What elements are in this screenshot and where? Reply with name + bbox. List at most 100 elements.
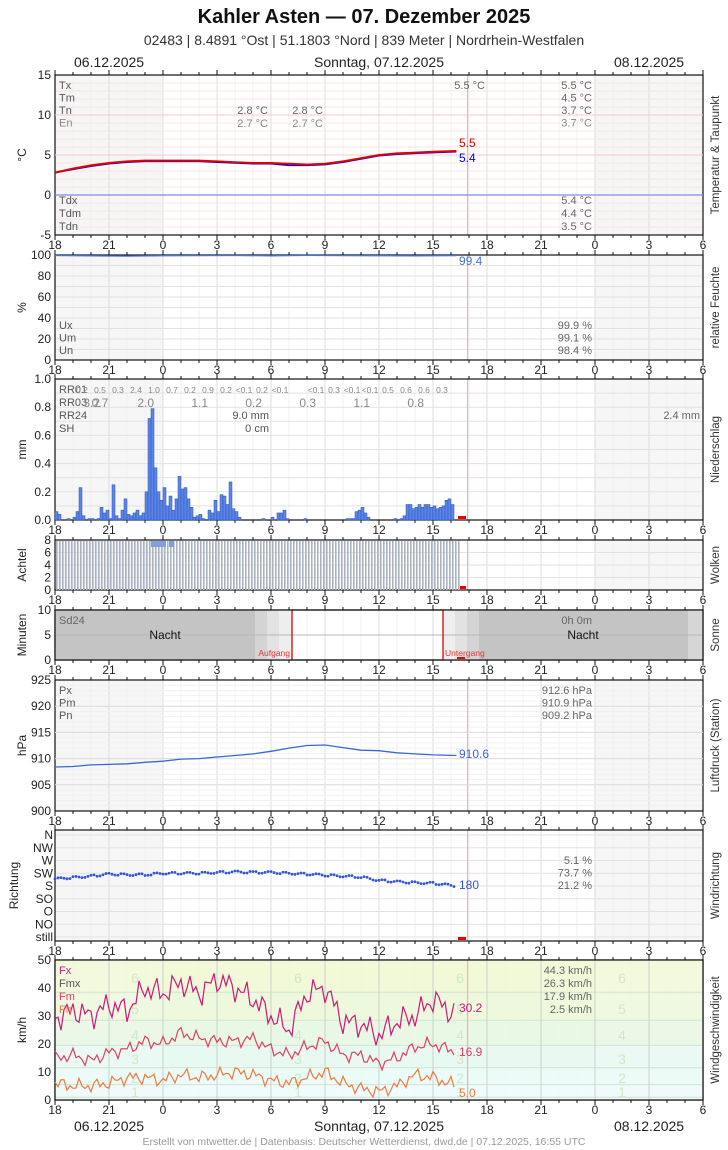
svg-text:98.4 %: 98.4 % <box>558 345 592 357</box>
svg-text:3.7 °C: 3.7 °C <box>561 118 592 130</box>
precip-bar <box>75 511 80 521</box>
svg-text:6: 6 <box>700 238 707 252</box>
precip-bar <box>420 507 425 521</box>
svg-text:18: 18 <box>48 944 62 958</box>
precip-bar <box>120 509 125 521</box>
svg-text:1.0: 1.0 <box>148 385 160 395</box>
svg-text:Temperatur & Taupunkt: Temperatur & Taupunkt <box>710 95 722 214</box>
svg-text:21: 21 <box>534 944 548 958</box>
date-next-bottom: 08.12.2025 <box>614 1118 685 1134</box>
svg-text:Un: Un <box>59 345 73 357</box>
svg-text:Windrichtung: Windrichtung <box>710 852 722 919</box>
svg-text:21: 21 <box>534 1103 548 1117</box>
svg-text:6: 6 <box>294 970 302 986</box>
svg-text:3: 3 <box>214 1103 221 1117</box>
svg-text:5: 5 <box>294 1001 302 1017</box>
precip-bar <box>135 509 140 521</box>
precip-bar <box>408 504 413 521</box>
svg-text:3: 3 <box>214 593 221 607</box>
svg-text:18: 18 <box>480 663 494 677</box>
svg-text:18: 18 <box>48 814 62 828</box>
svg-text:0.3: 0.3 <box>112 385 124 395</box>
svg-text:6: 6 <box>131 970 139 986</box>
svg-text:1.1: 1.1 <box>353 396 370 410</box>
precip-bar <box>57 514 62 521</box>
precip-bar <box>192 516 197 521</box>
svg-text:SW: SW <box>34 866 54 880</box>
svg-text:Nacht: Nacht <box>567 628 599 642</box>
precip-bar <box>123 498 128 521</box>
svg-text:3: 3 <box>646 814 653 828</box>
precip-bar <box>90 518 95 521</box>
svg-text:12: 12 <box>372 593 386 607</box>
precip-bar <box>399 518 404 521</box>
svg-text:Sonne: Sonne <box>710 618 722 651</box>
svg-text:3: 3 <box>294 1051 302 1067</box>
svg-text:18: 18 <box>480 363 494 377</box>
precip-bar <box>351 518 356 521</box>
svg-text:NO: NO <box>35 917 53 931</box>
svg-text:0: 0 <box>160 593 167 607</box>
svg-text:21: 21 <box>534 593 548 607</box>
date-next: 08.12.2025 <box>614 54 685 70</box>
svg-text:0: 0 <box>160 663 167 677</box>
svg-text:910.9 hPa: 910.9 hPa <box>542 698 593 710</box>
svg-text:50: 50 <box>38 953 52 967</box>
svg-text:2.8 °C: 2.8 °C <box>292 105 323 117</box>
precip-bar <box>219 494 224 521</box>
precipitation-panel: 18 21 0 3 6 9 12 15 18 21 0 3 61.00.80.60.40.20.0mm N… <box>15 372 722 537</box>
precip-bar <box>360 507 365 521</box>
svg-text:5: 5 <box>44 628 51 642</box>
svg-text:6: 6 <box>268 814 275 828</box>
precip-bar <box>225 504 230 521</box>
svg-text:0: 0 <box>44 353 51 367</box>
svg-text:3: 3 <box>214 944 221 958</box>
svg-text:6: 6 <box>700 523 707 537</box>
svg-text:30.2: 30.2 <box>459 1001 483 1015</box>
precip-bar <box>441 505 446 521</box>
precip-bar <box>285 518 290 521</box>
svg-text:0.6: 0.6 <box>400 385 412 395</box>
svg-text:6: 6 <box>700 663 707 677</box>
svg-text:6: 6 <box>268 523 275 537</box>
svg-text:Richtung: Richtung <box>7 862 21 909</box>
svg-text:%: % <box>15 302 29 313</box>
precip-bar <box>213 500 218 521</box>
precip-bar <box>405 504 410 521</box>
svg-text:9: 9 <box>322 363 329 377</box>
svg-text:10: 10 <box>38 108 52 122</box>
svg-text:18: 18 <box>480 593 494 607</box>
svg-text:3: 3 <box>618 1051 626 1067</box>
precip-bar <box>144 491 149 521</box>
svg-text:1.1: 1.1 <box>191 396 208 410</box>
svg-text:SO: SO <box>36 892 53 906</box>
svg-text:0.0: 0.0 <box>34 513 51 527</box>
svg-text:0: 0 <box>592 363 599 377</box>
svg-text:99.1 %: 99.1 % <box>558 333 592 345</box>
svg-text:Fn: Fn <box>59 1004 72 1016</box>
svg-text:3: 3 <box>214 523 221 537</box>
svg-text:3: 3 <box>214 363 221 377</box>
svg-text:6: 6 <box>700 944 707 958</box>
svg-text:mm: mm <box>15 440 29 460</box>
precip-bar <box>348 518 353 521</box>
svg-text:17.9 km/h: 17.9 km/h <box>544 991 592 1003</box>
svg-text:2.4: 2.4 <box>130 385 142 395</box>
svg-text:0: 0 <box>160 238 167 252</box>
svg-text:21: 21 <box>534 663 548 677</box>
svg-text:1: 1 <box>294 1084 302 1100</box>
svg-text:5.5 °C: 5.5 °C <box>561 80 592 92</box>
svg-text:912.6 hPa: 912.6 hPa <box>542 685 593 697</box>
svg-text:<0.1: <0.1 <box>362 385 379 395</box>
svg-text:5.5: 5.5 <box>459 136 476 150</box>
precip-bar <box>423 504 428 521</box>
svg-text:0: 0 <box>44 1093 51 1107</box>
svg-text:0: 0 <box>44 583 51 597</box>
svg-text:0.2: 0.2 <box>256 385 268 395</box>
svg-text:915: 915 <box>31 725 51 739</box>
svg-text:3: 3 <box>214 238 221 252</box>
svg-text:3: 3 <box>646 663 653 677</box>
svg-text:3.2: 3.2 <box>83 396 100 410</box>
svg-text:18: 18 <box>48 523 62 537</box>
svg-text:99.9 %: 99.9 % <box>558 320 592 332</box>
